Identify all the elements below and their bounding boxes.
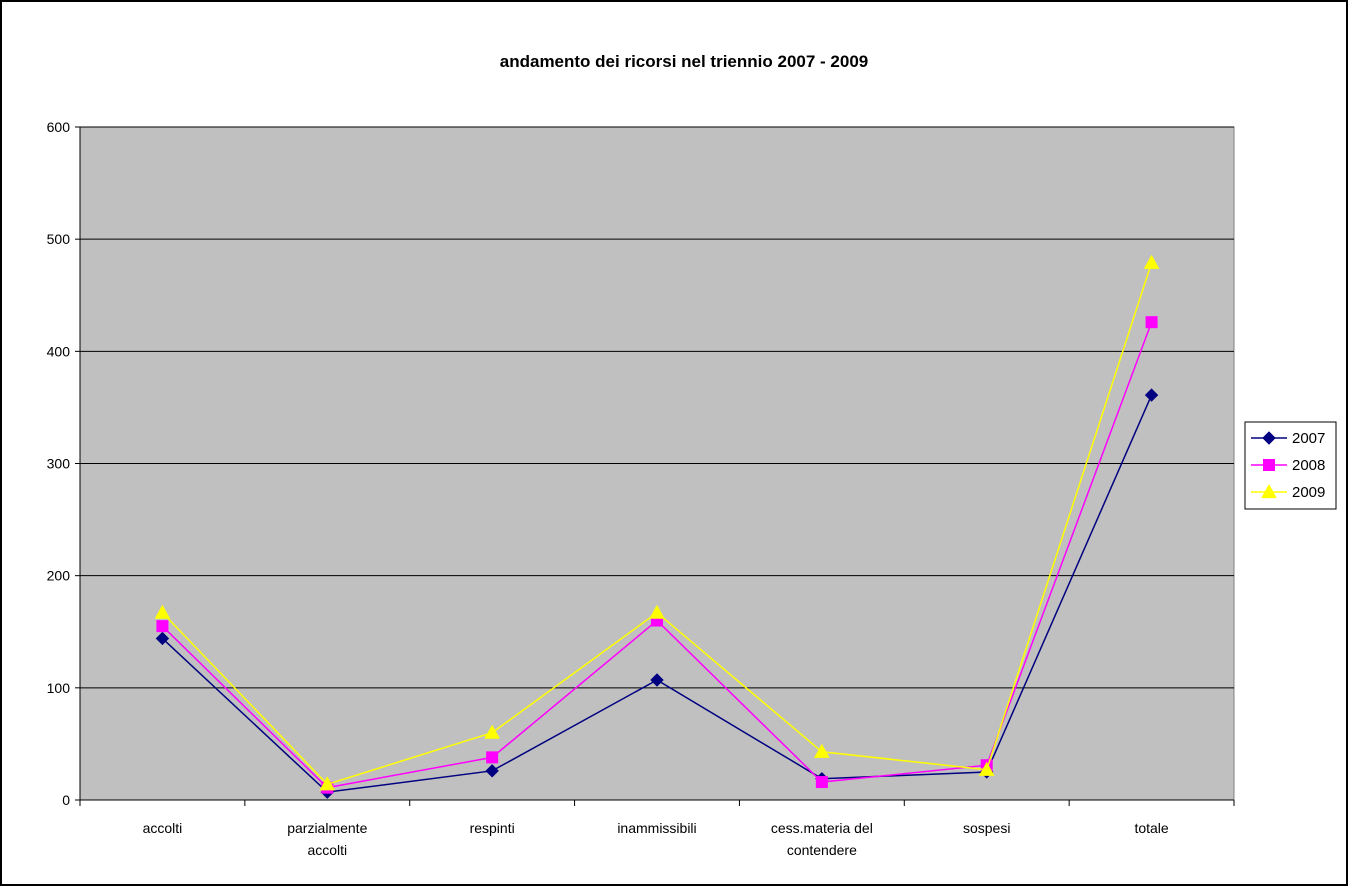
data-point bbox=[319, 776, 336, 791]
series-layer bbox=[154, 254, 1160, 799]
y-axis: 0 100 200 300 400 500 600 bbox=[47, 119, 81, 808]
legend-item-2008: 2008 bbox=[1251, 457, 1325, 474]
x-tick-label-line: totale bbox=[1134, 820, 1168, 836]
x-tick-label-line: parzialmente bbox=[287, 820, 367, 836]
data-point bbox=[815, 776, 828, 789]
data-point bbox=[650, 673, 664, 687]
x-axis: accolti parzialmente accolti respinti inammi… bbox=[79, 799, 1235, 858]
data-point bbox=[978, 761, 995, 776]
chart-title: andamento dei ricorsi nel triennio 2007 … bbox=[500, 52, 868, 71]
gridlines bbox=[80, 126, 1234, 689]
x-tick-label-line: cess.materia del bbox=[771, 820, 873, 836]
data-point bbox=[1145, 316, 1158, 329]
data-point bbox=[484, 724, 500, 739]
legend-label: 2008 bbox=[1292, 457, 1325, 474]
x-tick-label-line: respinti bbox=[470, 820, 515, 836]
y-tick-label: 200 bbox=[47, 568, 71, 584]
legend-marker bbox=[1261, 483, 1277, 499]
y-tick-label: 300 bbox=[47, 456, 71, 472]
y-tick-label: 500 bbox=[47, 231, 71, 247]
data-point bbox=[814, 743, 830, 758]
data-point bbox=[154, 604, 171, 619]
series-2009 bbox=[154, 254, 1160, 791]
y-tick-label: 400 bbox=[47, 343, 71, 359]
legend-label: 2009 bbox=[1292, 484, 1325, 501]
x-tick-label-line: accolti bbox=[143, 820, 183, 836]
legend-marker bbox=[1262, 431, 1276, 445]
data-point bbox=[485, 764, 499, 778]
x-tick-label-line: accolti bbox=[307, 842, 347, 858]
x-tick-label: accolti bbox=[143, 820, 183, 836]
x-tick-label: parzialmente accolti bbox=[287, 820, 367, 858]
legend-item-2009: 2009 bbox=[1251, 483, 1325, 501]
legend: 2007 2008 2009 bbox=[1244, 421, 1337, 510]
y-tick-label: 600 bbox=[47, 119, 71, 135]
x-tick-label: totale bbox=[1134, 820, 1168, 836]
data-point bbox=[486, 751, 499, 764]
legend-label: 2007 bbox=[1292, 430, 1325, 447]
x-tick-label: sospesi bbox=[963, 820, 1010, 836]
data-point bbox=[155, 631, 170, 646]
x-tick-label: cess.materia del contendere bbox=[771, 820, 873, 858]
y-tick-label: 0 bbox=[62, 792, 70, 808]
data-point bbox=[1144, 388, 1159, 402]
x-tick-label-line: inammissibili bbox=[617, 820, 696, 836]
x-tick-label-line: contendere bbox=[787, 842, 857, 858]
x-tick-label: inammissibili bbox=[617, 820, 696, 836]
data-point bbox=[156, 620, 169, 633]
legend-item-2007: 2007 bbox=[1251, 430, 1325, 447]
x-tick-label: respinti bbox=[470, 820, 515, 836]
legend-marker bbox=[1263, 459, 1275, 471]
data-point bbox=[1143, 254, 1160, 269]
data-point bbox=[649, 604, 665, 619]
x-tick-label-line: sospesi bbox=[963, 820, 1010, 836]
y-tick-label: 100 bbox=[47, 680, 71, 696]
